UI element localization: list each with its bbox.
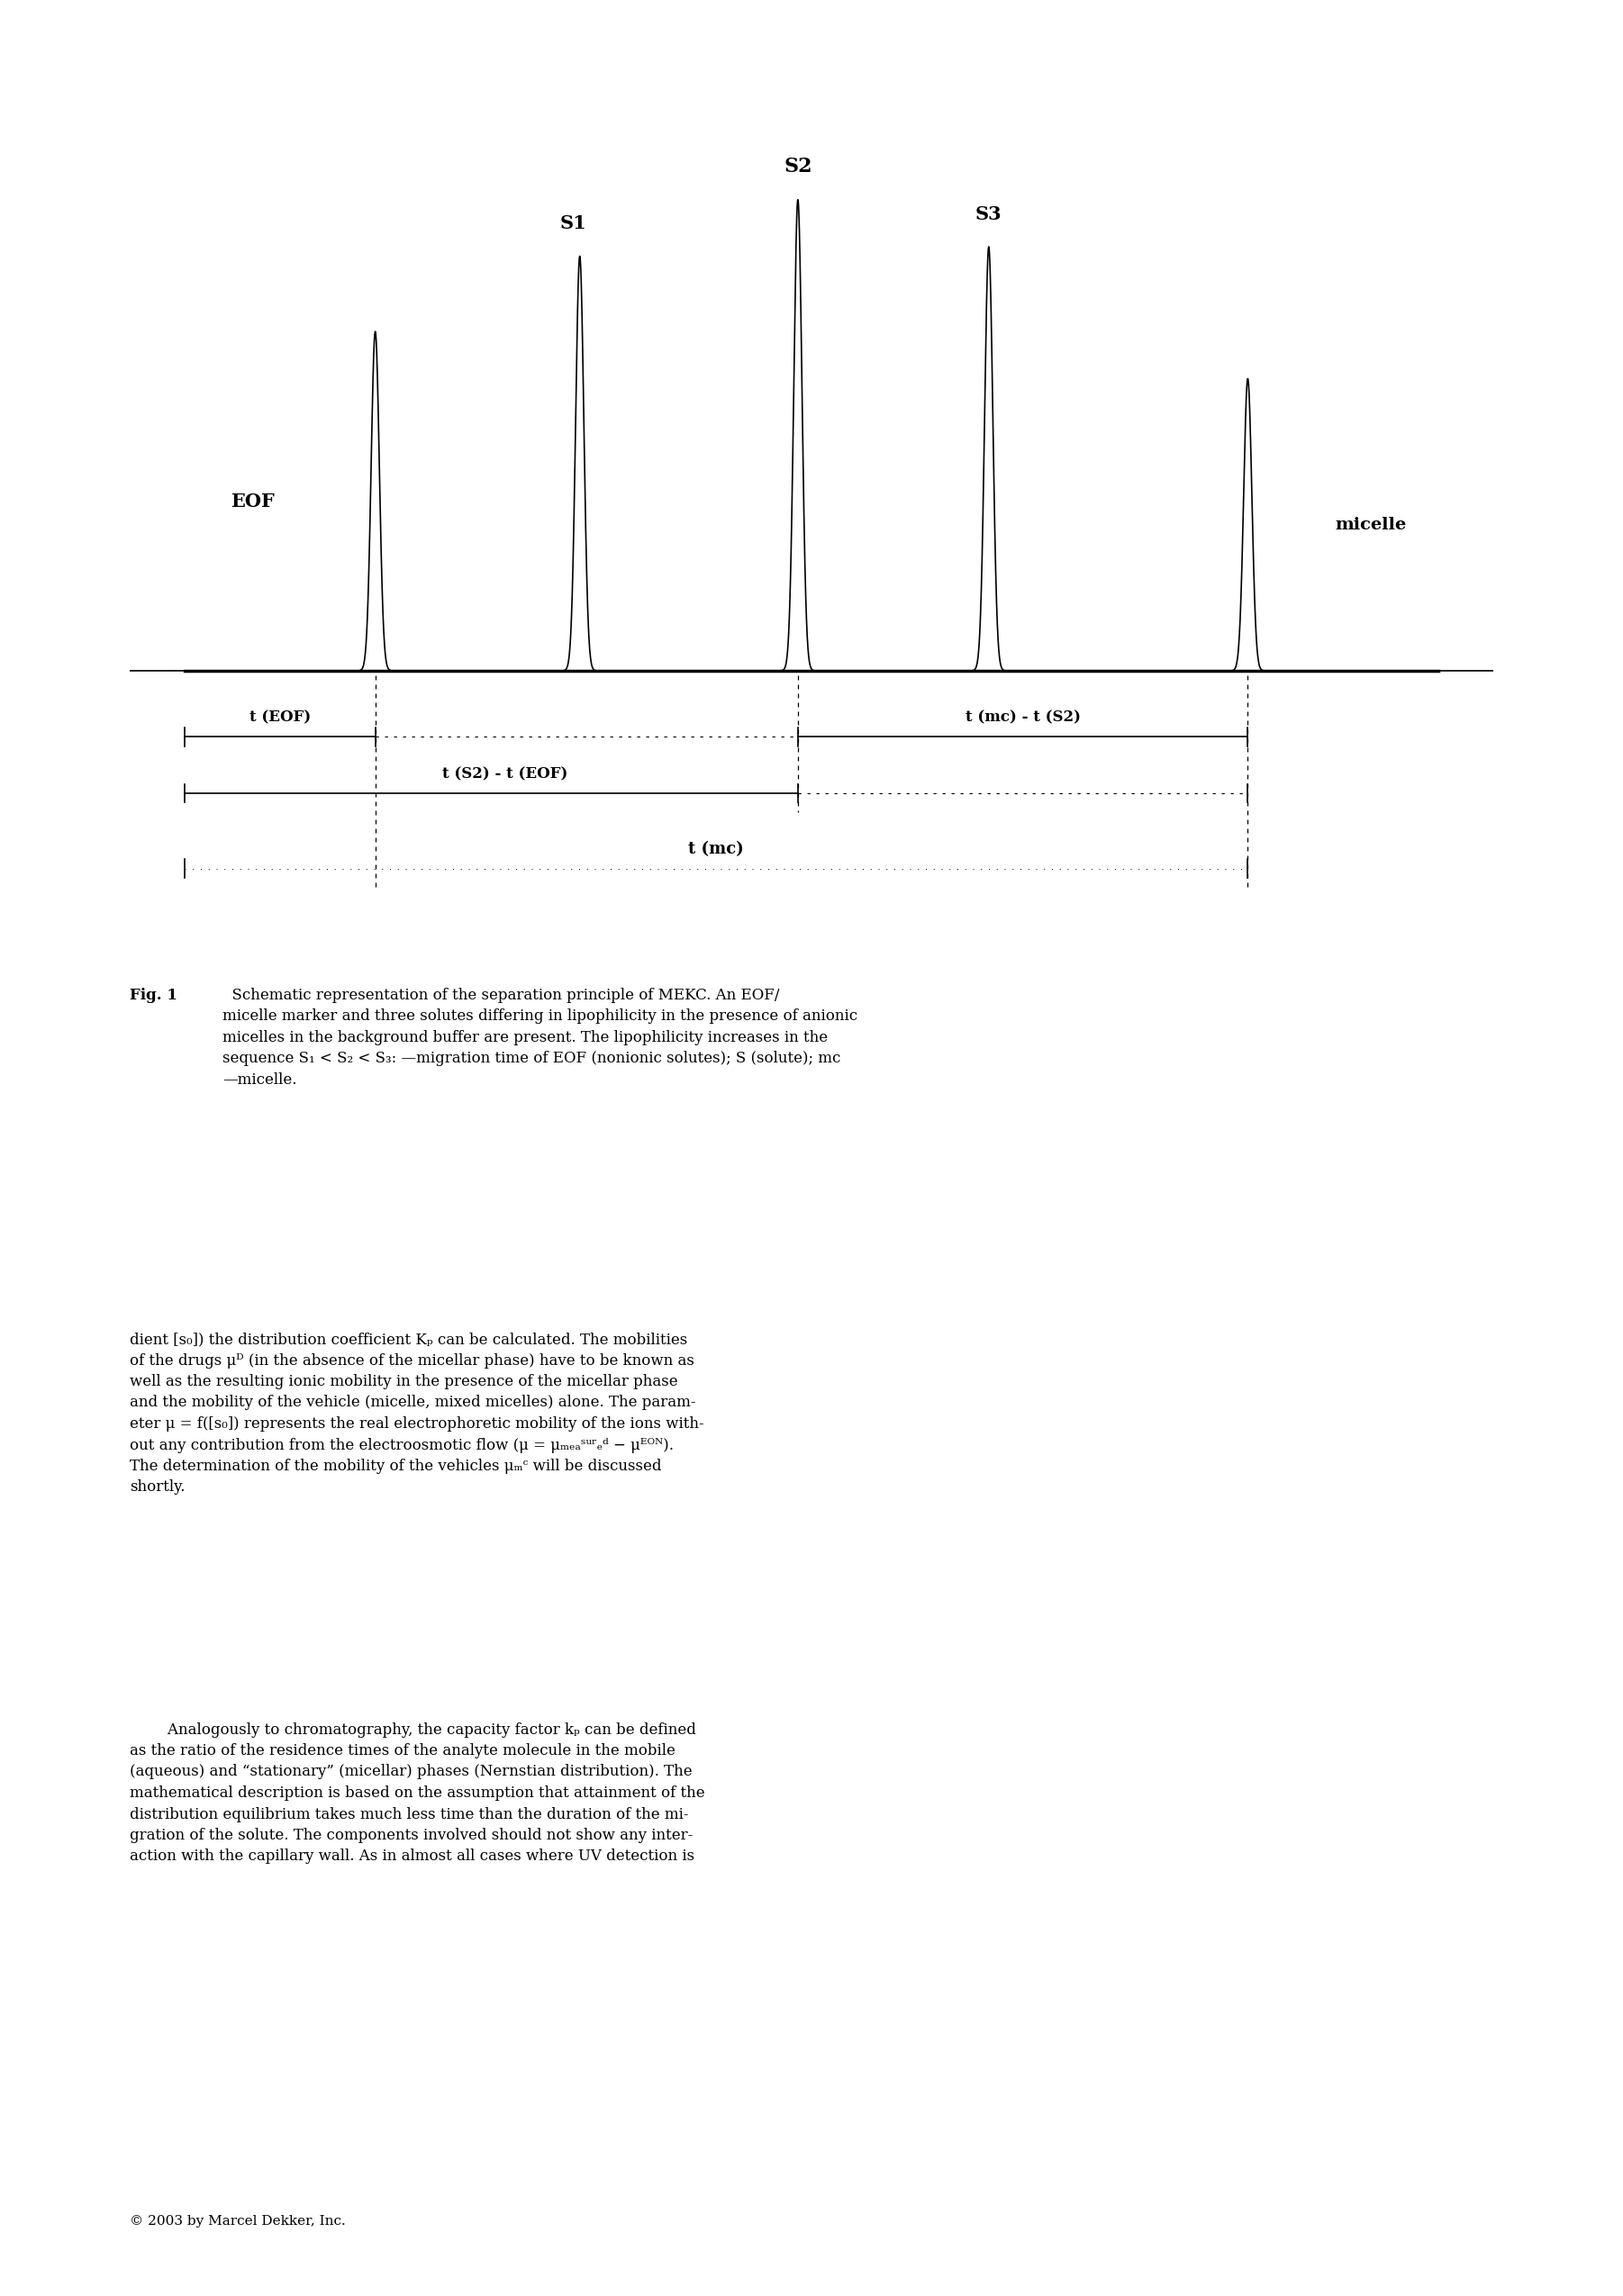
Text: t (mc) - t (S2): t (mc) - t (S2) bbox=[966, 709, 1081, 726]
Text: EOF: EOF bbox=[230, 491, 274, 510]
Text: Schematic representation of the separation principle of MEKC. An EOF/
micelle ma: Schematic representation of the separati… bbox=[222, 987, 857, 1088]
Text: S2: S2 bbox=[784, 156, 812, 177]
Text: t (mc): t (mc) bbox=[688, 840, 743, 856]
Text: t (S2) - t (EOF): t (S2) - t (EOF) bbox=[441, 767, 568, 781]
Text: S1: S1 bbox=[560, 214, 586, 232]
Text: micelle: micelle bbox=[1334, 517, 1406, 533]
Text: © 2003 by Marcel Dekker, Inc.: © 2003 by Marcel Dekker, Inc. bbox=[130, 2216, 346, 2227]
Text: S3: S3 bbox=[975, 204, 1001, 223]
Text: Fig. 1: Fig. 1 bbox=[130, 987, 177, 1003]
Text: Analogously to chromatography, the capacity factor kₚ can be defined
as the rati: Analogously to chromatography, the capac… bbox=[130, 1722, 704, 1864]
Text: t (EOF): t (EOF) bbox=[248, 709, 310, 726]
Text: dient [s₀]) the distribution coefficient Kₚ can be calculated. The mobilities
of: dient [s₀]) the distribution coefficient… bbox=[130, 1332, 704, 1495]
